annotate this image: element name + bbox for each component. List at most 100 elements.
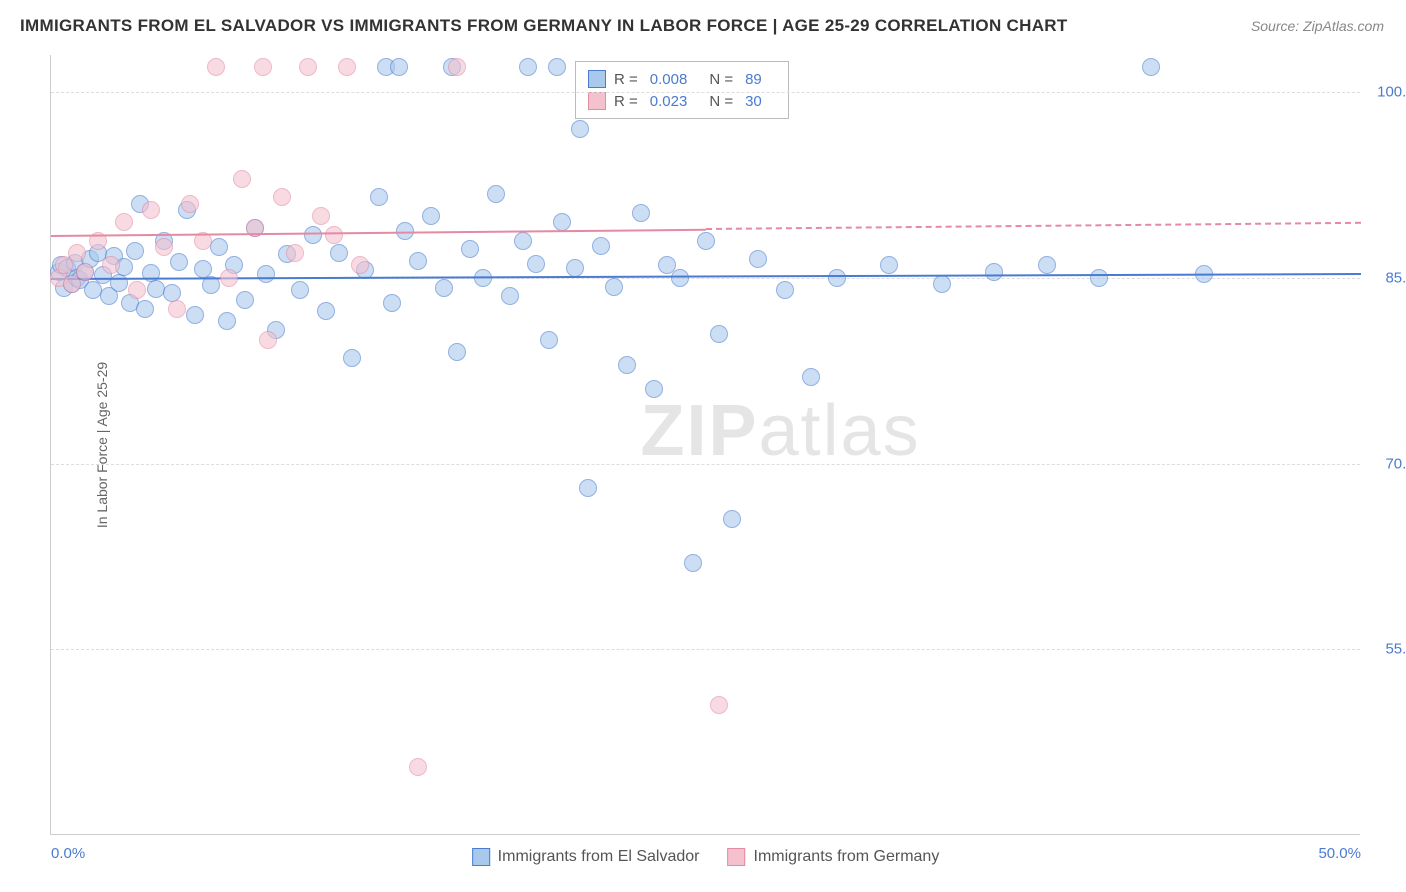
- y-tick-label: 100.0%: [1368, 84, 1406, 101]
- data-point: [985, 263, 1003, 281]
- source-attribution: Source: ZipAtlas.com: [1251, 18, 1384, 34]
- data-point: [186, 306, 204, 324]
- data-point: [236, 291, 254, 309]
- data-point: [370, 188, 388, 206]
- stats-legend: R =0.008N =89R =0.023N =30: [575, 61, 789, 119]
- data-point: [571, 120, 589, 138]
- data-point: [448, 343, 466, 361]
- data-point: [142, 201, 160, 219]
- data-point: [749, 250, 767, 268]
- data-point: [409, 758, 427, 776]
- data-point: [828, 269, 846, 287]
- x-tick-label: 0.0%: [51, 845, 85, 862]
- data-point: [553, 213, 571, 231]
- watermark-light: atlas: [759, 391, 921, 471]
- series-legend-item: Immigrants from Germany: [728, 848, 940, 866]
- data-point: [710, 696, 728, 714]
- data-point: [880, 256, 898, 274]
- data-point: [383, 294, 401, 312]
- data-point: [102, 256, 120, 274]
- data-point: [632, 204, 650, 222]
- watermark-bold: ZIP: [641, 391, 759, 471]
- n-label: N =: [709, 71, 733, 88]
- y-tick-label: 70.0%: [1368, 455, 1406, 472]
- data-point: [933, 275, 951, 293]
- legend-swatch: [588, 70, 606, 88]
- data-point: [181, 195, 199, 213]
- data-point: [605, 278, 623, 296]
- trend-line: [51, 228, 706, 236]
- data-point: [128, 281, 146, 299]
- data-point: [1038, 256, 1056, 274]
- data-point: [723, 510, 741, 528]
- series-name: Immigrants from Germany: [754, 848, 940, 866]
- data-point: [136, 300, 154, 318]
- data-point: [487, 185, 505, 203]
- legend-swatch: [728, 848, 746, 866]
- data-point: [170, 253, 188, 271]
- data-point: [710, 325, 728, 343]
- data-point: [671, 269, 689, 287]
- data-point: [579, 479, 597, 497]
- data-point: [257, 265, 275, 283]
- data-point: [291, 281, 309, 299]
- gridline: [51, 92, 1360, 93]
- series-legend: Immigrants from El Salvador Immigrants fr…: [472, 848, 940, 866]
- data-point: [776, 281, 794, 299]
- data-point: [409, 252, 427, 270]
- trend-line: [706, 222, 1361, 230]
- data-point: [259, 331, 277, 349]
- data-point: [218, 312, 236, 330]
- data-point: [540, 331, 558, 349]
- data-point: [527, 255, 545, 273]
- data-point: [351, 256, 369, 274]
- x-tick-label: 50.0%: [1318, 845, 1361, 862]
- data-point: [168, 300, 186, 318]
- series-legend-item: Immigrants from El Salvador: [472, 848, 700, 866]
- data-point: [697, 232, 715, 250]
- data-point: [343, 349, 361, 367]
- data-point: [254, 58, 272, 76]
- data-point: [330, 244, 348, 262]
- data-point: [110, 274, 128, 292]
- y-tick-label: 85.0%: [1368, 269, 1406, 286]
- data-point: [155, 238, 173, 256]
- chart-plot-area: In Labor Force | Age 25-29 ZIPatlas R = 0…: [50, 55, 1360, 835]
- data-point: [618, 356, 636, 374]
- data-point: [592, 237, 610, 255]
- data-point: [645, 380, 663, 398]
- data-point: [312, 207, 330, 225]
- data-point: [448, 58, 466, 76]
- data-point: [220, 269, 238, 287]
- data-point: [684, 554, 702, 572]
- data-point: [548, 58, 566, 76]
- n-value: 30: [745, 93, 762, 110]
- data-point: [126, 242, 144, 260]
- y-axis-title: In Labor Force | Age 25-29: [94, 361, 110, 527]
- y-tick-label: 55.0%: [1368, 641, 1406, 658]
- gridline: [51, 649, 1360, 650]
- chart-title: IMMIGRANTS FROM EL SALVADOR VS IMMIGRANT…: [20, 16, 1068, 36]
- data-point: [566, 259, 584, 277]
- data-point: [802, 368, 820, 386]
- gridline: [51, 464, 1360, 465]
- data-point: [461, 240, 479, 258]
- data-point: [273, 188, 291, 206]
- stats-legend-row: R = 0.023 N = 30: [588, 90, 776, 112]
- data-point: [68, 244, 86, 262]
- legend-swatch: [472, 848, 490, 866]
- n-label: N =: [709, 93, 733, 110]
- data-point: [422, 207, 440, 225]
- data-point: [501, 287, 519, 305]
- data-point: [435, 279, 453, 297]
- r-label: R =: [614, 93, 638, 110]
- data-point: [1090, 269, 1108, 287]
- legend-swatch: [588, 92, 606, 110]
- data-point: [390, 58, 408, 76]
- data-point: [338, 58, 356, 76]
- data-point: [76, 263, 94, 281]
- r-value: 0.023: [650, 93, 688, 110]
- data-point: [210, 238, 228, 256]
- data-point: [514, 232, 532, 250]
- data-point: [115, 213, 133, 231]
